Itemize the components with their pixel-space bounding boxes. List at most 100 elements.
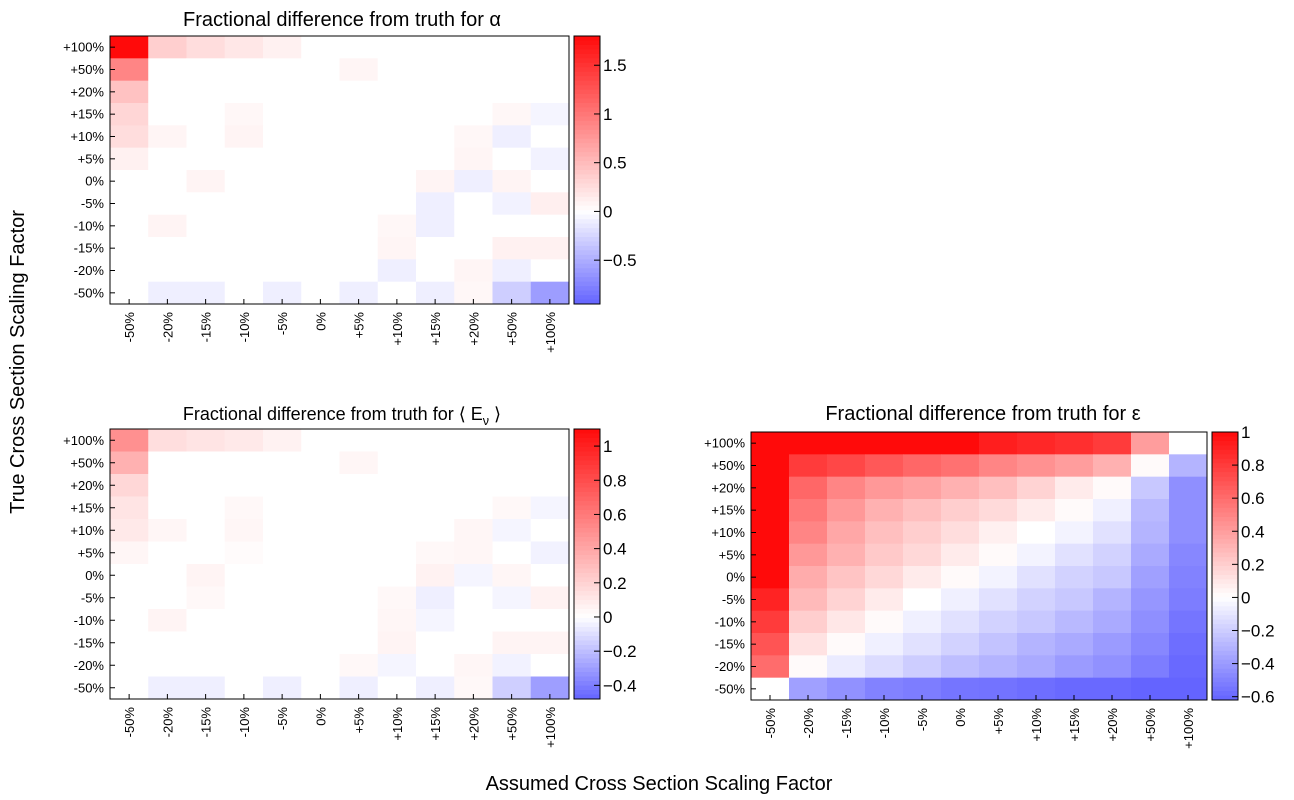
heatmap-cell xyxy=(263,654,302,677)
heatmap-cell xyxy=(110,147,149,171)
heatmap-cell xyxy=(1131,454,1170,478)
heatmap-cell xyxy=(827,521,866,545)
colorbar-step xyxy=(574,654,600,659)
heatmap-cell xyxy=(148,192,187,216)
heatmap-cell xyxy=(865,610,904,634)
heatmap-cell xyxy=(865,633,904,656)
heatmap-cell xyxy=(492,609,532,632)
heatmap-cell xyxy=(110,192,149,216)
heatmap-cell xyxy=(224,170,264,193)
colorbar-step xyxy=(574,40,600,46)
colorbar-step xyxy=(1212,490,1238,495)
colorbar-step xyxy=(574,663,600,668)
heatmap-cell xyxy=(377,586,417,610)
heatmap-cell xyxy=(339,237,379,260)
heatmap-cell xyxy=(530,147,570,171)
heatmap-cell xyxy=(339,36,379,59)
heatmap-cell xyxy=(186,259,226,283)
heatmap-cell xyxy=(530,429,570,452)
heatmap-cell xyxy=(789,610,828,634)
heatmap-cell xyxy=(377,214,417,238)
heatmap-mean-energy: Fractional difference from truth for ⟨ E… xyxy=(63,404,636,748)
heatmap-cell xyxy=(148,654,187,677)
colorbar-step xyxy=(1212,673,1238,679)
heatmap-cell xyxy=(377,429,417,452)
heatmap-cell xyxy=(377,631,417,655)
colorbar-step xyxy=(1212,637,1238,643)
heatmap-cell xyxy=(224,496,264,520)
heatmap-cell xyxy=(1169,566,1208,589)
heatmap-cell xyxy=(263,237,302,260)
colorbar-tick-label: −0.2 xyxy=(603,642,637,661)
colorbar-step xyxy=(574,519,600,524)
heatmap-cell xyxy=(454,609,493,632)
heatmap-cell xyxy=(865,588,904,612)
colorbar-step xyxy=(1212,633,1238,638)
colorbar-tick-label: −0.6 xyxy=(1241,688,1275,707)
heatmap-cell xyxy=(530,496,570,520)
colorbar: −0.4 −0.2 0 0.2 0.4 0.6 0.8 1 xyxy=(573,428,637,700)
colorbar-tick-label: 0.8 xyxy=(603,471,627,490)
heatmap-cell xyxy=(110,676,149,700)
heatmap-cell xyxy=(224,564,264,587)
heatmap-cell xyxy=(263,541,302,565)
heatmap-cell xyxy=(301,36,340,59)
colorbar-step xyxy=(574,192,600,198)
heatmap-cell xyxy=(263,58,302,82)
heatmap-cell xyxy=(377,654,417,677)
colorbar-step xyxy=(574,232,600,238)
heatmap-cell xyxy=(263,36,302,59)
heatmap-cell xyxy=(110,541,149,565)
colorbar-step xyxy=(1212,436,1238,442)
colorbar-step xyxy=(1212,570,1238,576)
y-tick-label: +100% xyxy=(704,436,745,451)
colorbar-step xyxy=(1212,615,1238,620)
heatmap-cell xyxy=(416,564,455,587)
heatmap-cell xyxy=(339,474,379,497)
heatmap-cell xyxy=(903,677,942,701)
heatmap-cell xyxy=(224,259,264,283)
heatmap-cell xyxy=(827,566,866,589)
colorbar-step xyxy=(1212,499,1238,504)
heatmap-cell xyxy=(1093,610,1132,634)
heatmap-cell xyxy=(148,281,187,305)
heatmap-cell xyxy=(789,499,828,522)
heatmap-cell xyxy=(416,80,455,104)
heatmap-cell xyxy=(865,454,904,478)
y-tick-label: +50% xyxy=(70,62,104,77)
colorbar-step xyxy=(574,609,600,614)
heatmap-cell xyxy=(263,259,302,283)
colorbar-step xyxy=(574,277,600,283)
y-tick-label: -20% xyxy=(74,658,105,673)
heatmap-cell xyxy=(454,170,493,193)
heatmap-cell xyxy=(492,586,532,610)
heatmap-cell xyxy=(416,609,455,632)
colorbar-tick-label: 0.2 xyxy=(1241,555,1265,574)
heatmap-cell xyxy=(1055,633,1094,656)
heatmap-cell xyxy=(827,588,866,612)
heatmap-cell xyxy=(301,676,340,700)
heatmap-cell xyxy=(751,633,790,656)
heatmap-cell xyxy=(148,125,187,149)
colorbar-step xyxy=(1212,476,1238,482)
colorbar-step xyxy=(574,577,600,583)
heatmap-cell xyxy=(530,36,570,59)
heatmap-cell xyxy=(416,147,455,171)
heatmap-cell xyxy=(148,36,187,59)
heatmap-cell xyxy=(1169,677,1208,701)
colorbar-step xyxy=(574,568,600,574)
colorbar-step xyxy=(1212,695,1238,701)
heatmap-cell xyxy=(530,474,570,497)
heatmap-cell xyxy=(186,586,226,610)
colorbar-step xyxy=(574,532,600,538)
colorbar-step xyxy=(1212,543,1238,549)
heatmap-cell xyxy=(263,519,302,542)
colorbar-step xyxy=(574,523,600,529)
heatmap-cell xyxy=(224,192,264,216)
heatmap-cell xyxy=(186,496,226,520)
colorbar-step xyxy=(574,98,600,104)
y-tick-label: -50% xyxy=(74,285,105,300)
heatmap-cell xyxy=(148,58,187,82)
colorbar-step xyxy=(574,442,600,448)
heatmap-cell xyxy=(110,609,149,632)
